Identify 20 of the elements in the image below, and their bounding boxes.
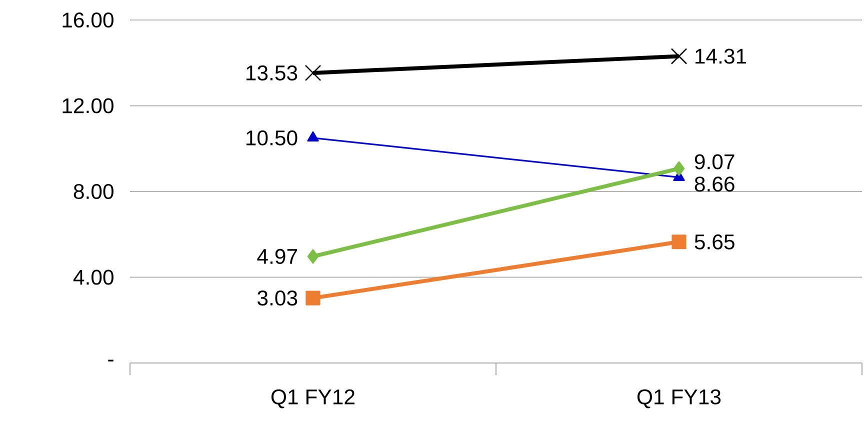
y-tick-label: 4.00 bbox=[73, 270, 114, 285]
point bbox=[304, 64, 322, 82]
y-tick-label: - bbox=[108, 360, 114, 362]
data-label: 4.97 bbox=[257, 248, 297, 264]
data-label: 14.31 bbox=[696, 48, 746, 64]
x-tick-label: Q1 FY13 bbox=[637, 389, 721, 408]
y-tick-label: 12.00 bbox=[62, 98, 114, 114]
point bbox=[670, 48, 688, 64]
point bbox=[306, 290, 320, 306]
x-tick-label: Q1 FY12 bbox=[271, 389, 354, 408]
data-label: 5.65 bbox=[694, 234, 734, 250]
data-label: 13.53 bbox=[246, 65, 298, 80]
data-label: 9.07 bbox=[694, 154, 734, 170]
data-label: 8.66 bbox=[694, 176, 734, 192]
y-tick-label: 8.00 bbox=[74, 184, 114, 200]
point bbox=[672, 234, 686, 250]
point bbox=[307, 249, 319, 264]
data-label: 3.03 bbox=[258, 290, 298, 306]
y-tick-label: 16.00 bbox=[62, 12, 114, 28]
data-label: 10.50 bbox=[246, 130, 298, 146]
